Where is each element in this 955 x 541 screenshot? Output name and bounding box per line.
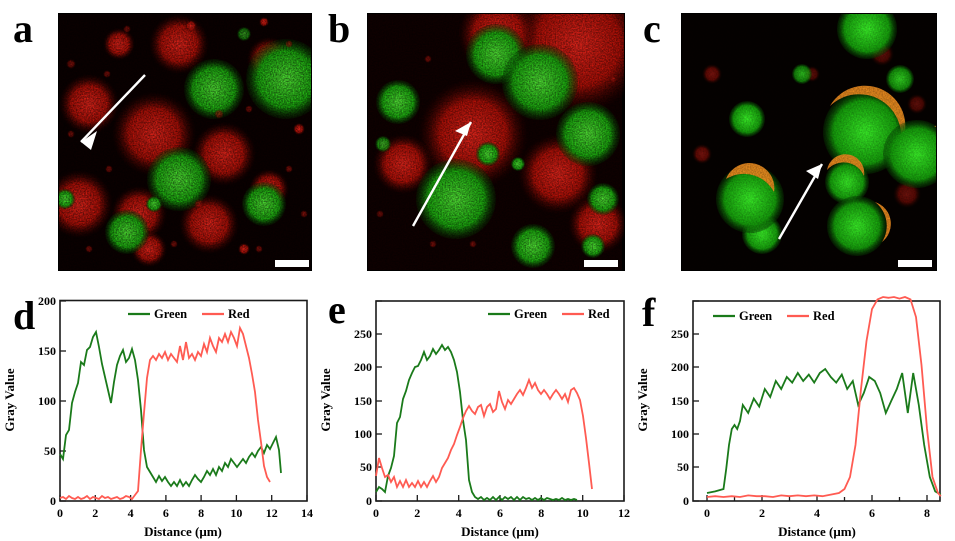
svg-text:2: 2	[414, 506, 420, 520]
svg-text:Red: Red	[813, 309, 835, 323]
svg-text:6: 6	[869, 506, 875, 520]
svg-text:2: 2	[759, 506, 765, 520]
svg-text:4: 4	[456, 506, 462, 520]
svg-text:10: 10	[230, 506, 242, 520]
svg-text:50: 50	[677, 460, 689, 474]
svg-text:100: 100	[38, 394, 56, 408]
svg-text:50: 50	[360, 460, 372, 474]
svg-text:0: 0	[366, 494, 372, 508]
svg-text:Gray Value: Gray Value	[318, 368, 333, 431]
svg-text:6: 6	[497, 506, 503, 520]
svg-text:8: 8	[198, 506, 204, 520]
svg-text:150: 150	[38, 344, 56, 358]
svg-text:12: 12	[618, 506, 630, 520]
svg-text:10: 10	[577, 506, 589, 520]
svg-text:50: 50	[44, 444, 56, 458]
svg-text:0: 0	[704, 506, 710, 520]
svg-text:100: 100	[671, 427, 689, 441]
svg-text:8: 8	[924, 506, 930, 520]
svg-text:100: 100	[354, 427, 372, 441]
svg-text:0: 0	[50, 494, 56, 508]
svg-text:250: 250	[354, 327, 372, 341]
svg-text:2: 2	[92, 506, 98, 520]
svg-text:Distance (μm): Distance (μm)	[144, 524, 222, 539]
svg-text:12: 12	[266, 506, 278, 520]
svg-text:8: 8	[538, 506, 544, 520]
svg-text:0: 0	[683, 494, 689, 508]
svg-text:200: 200	[354, 360, 372, 374]
svg-text:200: 200	[671, 360, 689, 374]
svg-text:Green: Green	[514, 307, 547, 321]
svg-text:Red: Red	[228, 307, 250, 321]
svg-text:Green: Green	[154, 307, 187, 321]
svg-text:4: 4	[128, 506, 134, 520]
svg-text:Distance (μm): Distance (μm)	[778, 524, 856, 539]
svg-text:Gray Value: Gray Value	[635, 368, 650, 431]
svg-text:Red: Red	[588, 307, 610, 321]
svg-text:200: 200	[38, 294, 56, 308]
svg-text:150: 150	[671, 394, 689, 408]
svg-text:14: 14	[301, 506, 313, 520]
svg-text:250: 250	[671, 327, 689, 341]
svg-text:0: 0	[57, 506, 63, 520]
svg-text:6: 6	[163, 506, 169, 520]
svg-text:Distance (μm): Distance (μm)	[461, 524, 539, 539]
svg-text:4: 4	[814, 506, 820, 520]
svg-text:Gray Value: Gray Value	[2, 368, 17, 431]
svg-text:0: 0	[373, 506, 379, 520]
svg-text:Green: Green	[739, 309, 772, 323]
svg-text:150: 150	[354, 394, 372, 408]
